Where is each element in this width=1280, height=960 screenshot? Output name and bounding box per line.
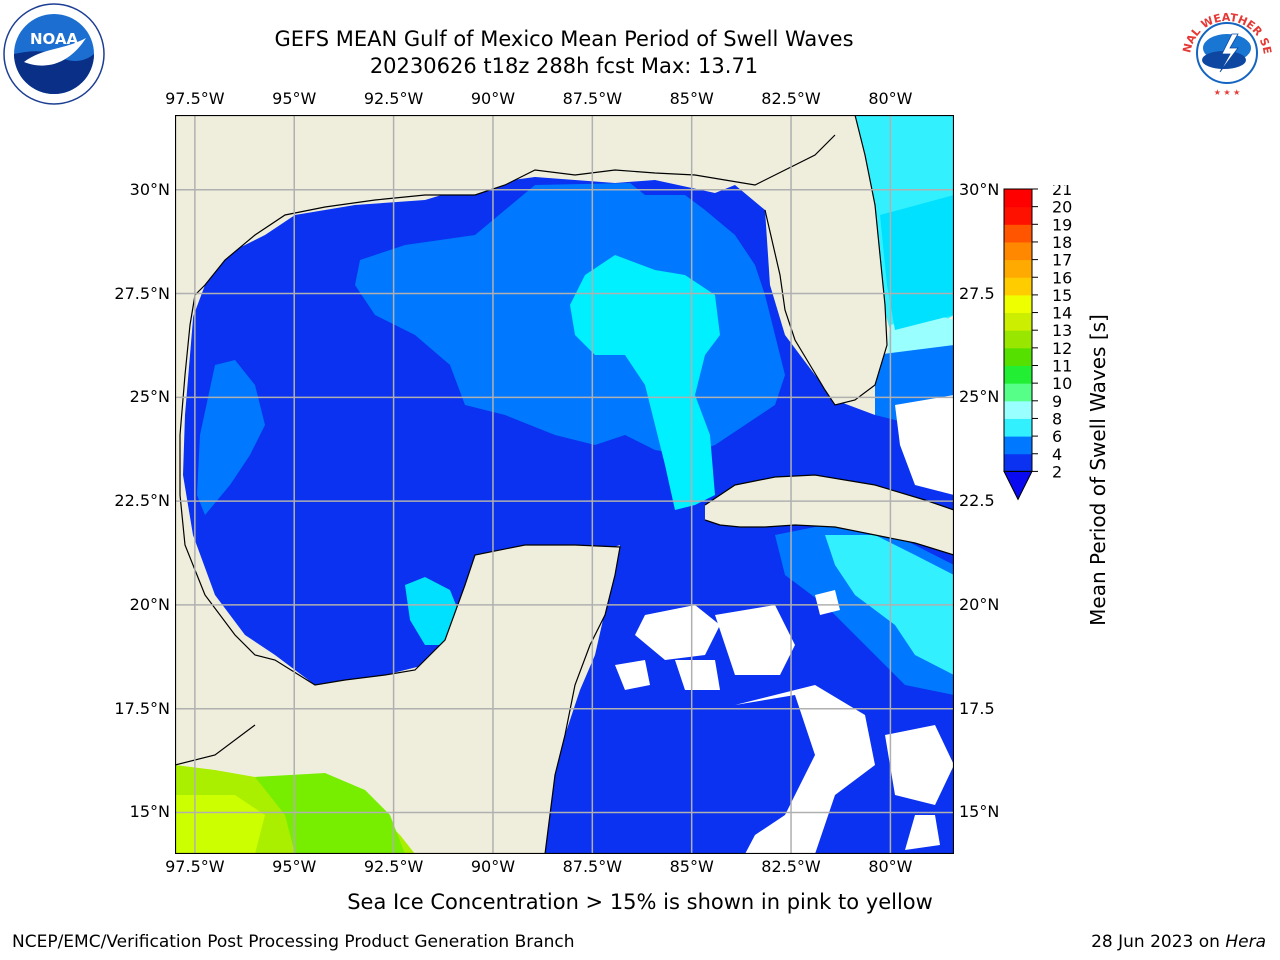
lat-label-left: 15°N xyxy=(129,802,170,822)
lon-label-top: 82.5°W xyxy=(761,89,821,108)
colorbar-tick-label: 13 xyxy=(1052,321,1072,340)
data-gap-white xyxy=(615,395,954,854)
land-western-coast xyxy=(175,115,855,660)
lon-label-bottom: 87.5°W xyxy=(562,857,623,876)
lat-label-right: 15°N xyxy=(959,802,1000,822)
colorbar-segment xyxy=(1004,277,1032,296)
gulf-water-cyan xyxy=(570,255,720,510)
land-florida xyxy=(765,115,887,405)
lon-label-top: 87.5°W xyxy=(562,89,623,108)
sea-ice-caption: Sea Ice Concentration > 15% is shown in … xyxy=(347,890,933,914)
colorbar-segment xyxy=(1004,436,1032,455)
footer-credit: NCEP/EMC/Verification Post Processing Pr… xyxy=(12,932,575,952)
lon-label-top: 90°W xyxy=(470,89,516,108)
footer-date: 28 Jun 2023 on Hera xyxy=(1091,932,1266,952)
colorbar-segment xyxy=(1004,189,1032,208)
lon-label-top: 80°W xyxy=(868,89,913,108)
lat-label-left: 22.5°N xyxy=(114,491,170,511)
colorbar-tick-label: 19 xyxy=(1052,215,1072,234)
colorbar-tick-label: 14 xyxy=(1052,304,1072,323)
colorbar-tick-label: 11 xyxy=(1052,357,1072,376)
lat-label-right: 27.5 xyxy=(959,283,995,303)
map-frame xyxy=(175,115,954,854)
lon-label-bottom: 90°W xyxy=(470,857,516,876)
colorbar-segment xyxy=(1004,365,1032,384)
colorbar-tick-label: 20 xyxy=(1052,198,1072,217)
footer-host: Hera xyxy=(1225,932,1266,952)
lon-label-bottom: 97.5°W xyxy=(165,857,225,876)
map-panel xyxy=(175,115,954,854)
lat-label-left: 20°N xyxy=(129,594,170,614)
noaa-logo-label: NOAA xyxy=(30,30,79,48)
colorbar-segment xyxy=(1004,383,1032,402)
lon-label-bottom: 95°W xyxy=(272,857,317,876)
lat-label-left: 27.5°N xyxy=(114,283,170,303)
colorbar-title: Mean Period of Swell Waves [s] xyxy=(1086,314,1110,626)
colorbar-segment xyxy=(1004,259,1032,278)
svg-text:★ ★ ★: ★ ★ ★ xyxy=(1214,88,1241,97)
colorbar-segment xyxy=(1004,330,1032,349)
map-gridlines xyxy=(175,115,954,854)
colorbar-segment xyxy=(1004,312,1032,331)
lat-label-left: 30°N xyxy=(129,179,170,199)
colorbar-tick-label: 16 xyxy=(1052,268,1072,287)
land-cuba xyxy=(705,475,954,555)
lat-label-right: 30°N xyxy=(959,179,1000,199)
map-title: GEFS MEAN Gulf of Mexico Mean Period of … xyxy=(274,27,854,51)
lat-label-right: 22.5 xyxy=(959,491,995,511)
lon-label-bottom: 80°W xyxy=(868,857,913,876)
bay-campeche-cyan xyxy=(405,577,460,645)
lat-label-left: 25°N xyxy=(129,387,170,407)
lon-label-bottom: 82.5°W xyxy=(761,857,821,876)
colorbar-tick-label: 9 xyxy=(1052,392,1062,411)
colorbar-tick-label: 21 xyxy=(1052,185,1072,199)
colorbar-tick-label: 6 xyxy=(1052,427,1062,446)
colorbar-tick-label: 15 xyxy=(1052,286,1072,305)
colorbar-tick-label: 10 xyxy=(1052,374,1072,393)
lon-label-bottom: 92.5°W xyxy=(363,857,424,876)
colorbar-segment xyxy=(1004,224,1032,243)
nws-logo: NATIONAL WEATHER SERVICE ★ ★ ★ xyxy=(1176,2,1276,102)
lon-label-bottom: 85°W xyxy=(669,857,714,876)
colorbar-tick-label: 18 xyxy=(1052,233,1072,252)
lon-label-top: 95°W xyxy=(272,89,317,108)
coastlines xyxy=(175,115,954,854)
colorbar-tick-label: 8 xyxy=(1052,409,1062,428)
noaa-logo: NOAA xyxy=(3,3,105,105)
colorbar-segment xyxy=(1004,206,1032,225)
lat-label-right: 20°N xyxy=(959,594,1000,614)
colorbar-segment xyxy=(1004,294,1032,314)
lat-label-right: 17.5 xyxy=(959,698,995,718)
lat-label-left: 17.5°N xyxy=(114,698,170,718)
map-subtitle: 20230626 t18z 288h fcst Max: 13.71 xyxy=(369,54,759,78)
colorbar-segment xyxy=(1004,453,1032,472)
colorbar-tick-label: 4 xyxy=(1052,445,1062,464)
colorbar-extend-arrow xyxy=(1003,470,1033,501)
lat-label-right: 25°N xyxy=(959,387,1000,407)
colorbar-segment xyxy=(1004,418,1032,437)
lon-label-top: 97.5°W xyxy=(165,89,225,108)
lon-label-top: 92.5°W xyxy=(363,89,424,108)
colorbar-segment xyxy=(1004,241,1032,261)
lon-label-top: 85°W xyxy=(669,89,714,108)
colorbar-tick-label: 12 xyxy=(1052,339,1072,358)
colorbar-tick-label: 2 xyxy=(1052,462,1062,481)
colorbar-tick-label: 17 xyxy=(1052,251,1072,270)
colorbar-segment xyxy=(1004,400,1032,419)
colorbar-segment xyxy=(1004,347,1032,366)
